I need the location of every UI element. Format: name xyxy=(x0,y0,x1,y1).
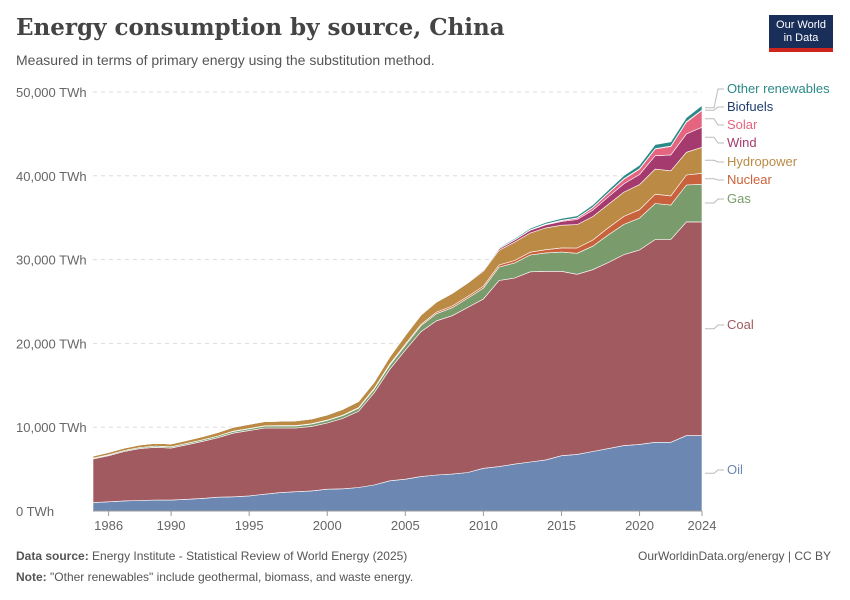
logo-line-2: in Data xyxy=(783,32,819,44)
x-tick-label: 2024 xyxy=(688,518,717,533)
source-line: Data source: Energy Institute - Statisti… xyxy=(16,549,407,563)
series-labels: Oil Coal Gas Nuclear Hydropower Wind Solar Biof… xyxy=(705,81,830,477)
attribution-link[interactable]: OurWorldinData.org/energy | CC BY xyxy=(638,549,831,563)
axes: 0 TWh 10,000 TWh 20,000 TWh 30,000 TWh 40,00… xyxy=(16,85,716,533)
series-label-connector xyxy=(705,159,724,163)
series-label-connector xyxy=(705,198,724,204)
series-label: Oil xyxy=(727,462,743,477)
logo-line-1: Our World xyxy=(776,19,826,31)
x-tick-label: 2015 xyxy=(547,518,576,533)
series-label-connector xyxy=(705,88,724,109)
series-label-connector xyxy=(705,178,724,181)
source-label: Data source: xyxy=(16,549,89,563)
y-tick-label: 20,000 TWh xyxy=(16,336,87,351)
note-line: Note: "Other renewables" include geother… xyxy=(16,570,413,584)
x-tick-label: 1990 xyxy=(157,518,186,533)
source-text[interactable]: Energy Institute - Statistical Review of… xyxy=(92,549,408,563)
series-label-connector xyxy=(705,469,724,474)
y-tick-label: 30,000 TWh xyxy=(16,253,87,268)
y-tick-label: 0 TWh xyxy=(16,504,54,519)
y-tick-label: 50,000 TWh xyxy=(16,85,87,100)
y-tick-label: 40,000 TWh xyxy=(16,169,87,184)
x-tick-label: 1995 xyxy=(235,518,264,533)
x-tick-label: 2020 xyxy=(625,518,654,533)
chart-subtitle: Measured in terms of primary energy usin… xyxy=(16,52,435,68)
x-tick-label: 2005 xyxy=(391,518,420,533)
series-label: Biofuels xyxy=(727,99,774,114)
series-label: Gas xyxy=(727,191,751,206)
series-label: Hydropower xyxy=(727,154,798,169)
owid-logo[interactable]: Our World in Data xyxy=(769,15,833,52)
series-label: Nuclear xyxy=(727,172,772,187)
series-label-connector xyxy=(705,136,724,144)
series-label-connector xyxy=(705,106,724,111)
series-label: Solar xyxy=(727,117,758,132)
series-label: Other renewables xyxy=(727,81,830,96)
area-series xyxy=(92,104,703,512)
x-tick-label: 2000 xyxy=(313,518,342,533)
series-label: Coal xyxy=(727,317,754,332)
area-other-renewables xyxy=(92,104,703,457)
series-label-connector xyxy=(705,118,724,126)
note-label: Note: xyxy=(16,570,47,584)
x-tick-label: 2010 xyxy=(469,518,498,533)
y-tick-label: 10,000 TWh xyxy=(16,420,87,435)
x-tick-label: 1986 xyxy=(94,518,123,533)
note-text: "Other renewables" include geothermal, b… xyxy=(50,570,414,584)
chart-title: Energy consumption by source, China xyxy=(16,14,505,41)
series-label: Wind xyxy=(727,135,757,150)
series-label-connector xyxy=(705,324,724,330)
